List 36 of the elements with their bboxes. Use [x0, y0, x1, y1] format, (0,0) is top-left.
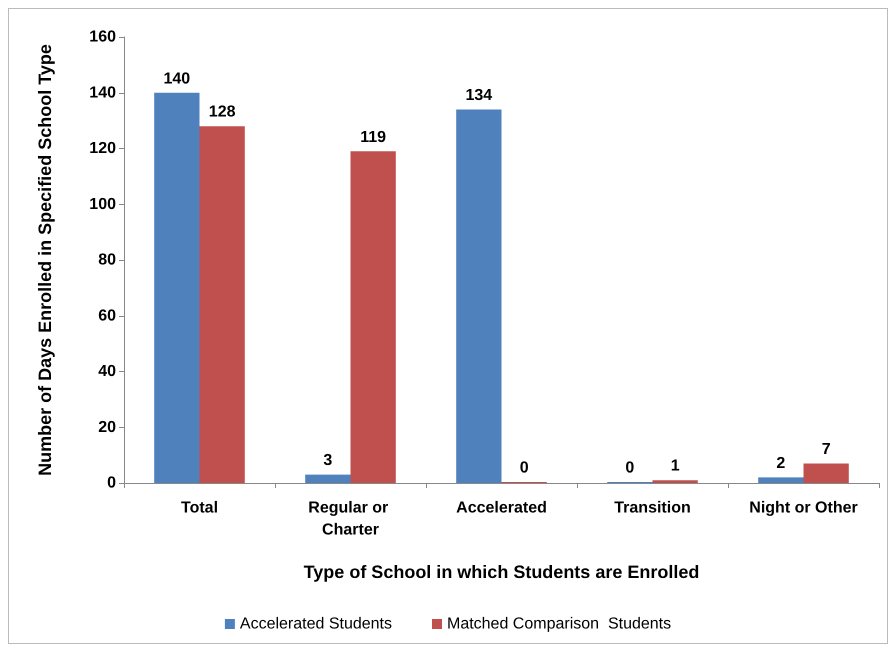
x-tick-label: Accelerated: [456, 500, 547, 516]
bar: [758, 477, 804, 483]
bar: [305, 474, 350, 483]
bar: [350, 151, 396, 483]
data-label: 0: [625, 460, 634, 476]
y-tick-label: 20: [98, 418, 116, 436]
data-label: 1: [670, 458, 680, 475]
bar: [804, 463, 849, 483]
legend-label: Matched Comparison Students: [446, 616, 672, 632]
legend-label: Accelerated Students: [240, 616, 392, 632]
x-tick-label: Transition: [614, 500, 691, 516]
y-tick-label: 140: [89, 84, 116, 102]
y-tick-label: 120: [89, 140, 116, 157]
bar: [456, 109, 502, 483]
y-tick-label: 0: [107, 474, 116, 492]
y-tick-label: 100: [89, 196, 116, 213]
x-tick-label: Night or Other: [749, 500, 858, 516]
y-axis-title: Number of Days Enrolled in Specified School Type: [35, 44, 55, 476]
data-label: 7: [822, 440, 831, 458]
x-tick-label: Regular or Charter: [308, 500, 393, 538]
y-tick-label: 80: [98, 252, 116, 268]
data-label: 2: [776, 454, 786, 472]
data-label: 119: [360, 128, 386, 146]
data-label: 134: [466, 86, 492, 104]
x-axis-title: Type of School in which Students are Enrolled: [304, 562, 700, 582]
y-tick-label: 60: [98, 307, 116, 324]
y-tick-label: 40: [98, 363, 116, 380]
data-label: 128: [208, 104, 236, 121]
bar: [652, 480, 698, 483]
data-label: 140: [164, 70, 190, 88]
bar: [200, 126, 245, 483]
data-label: 0: [520, 460, 529, 476]
x-tick-label: Total: [180, 500, 218, 516]
y-tick-label: 160: [89, 28, 116, 46]
data-label: 3: [323, 452, 332, 470]
bar: [154, 92, 200, 483]
